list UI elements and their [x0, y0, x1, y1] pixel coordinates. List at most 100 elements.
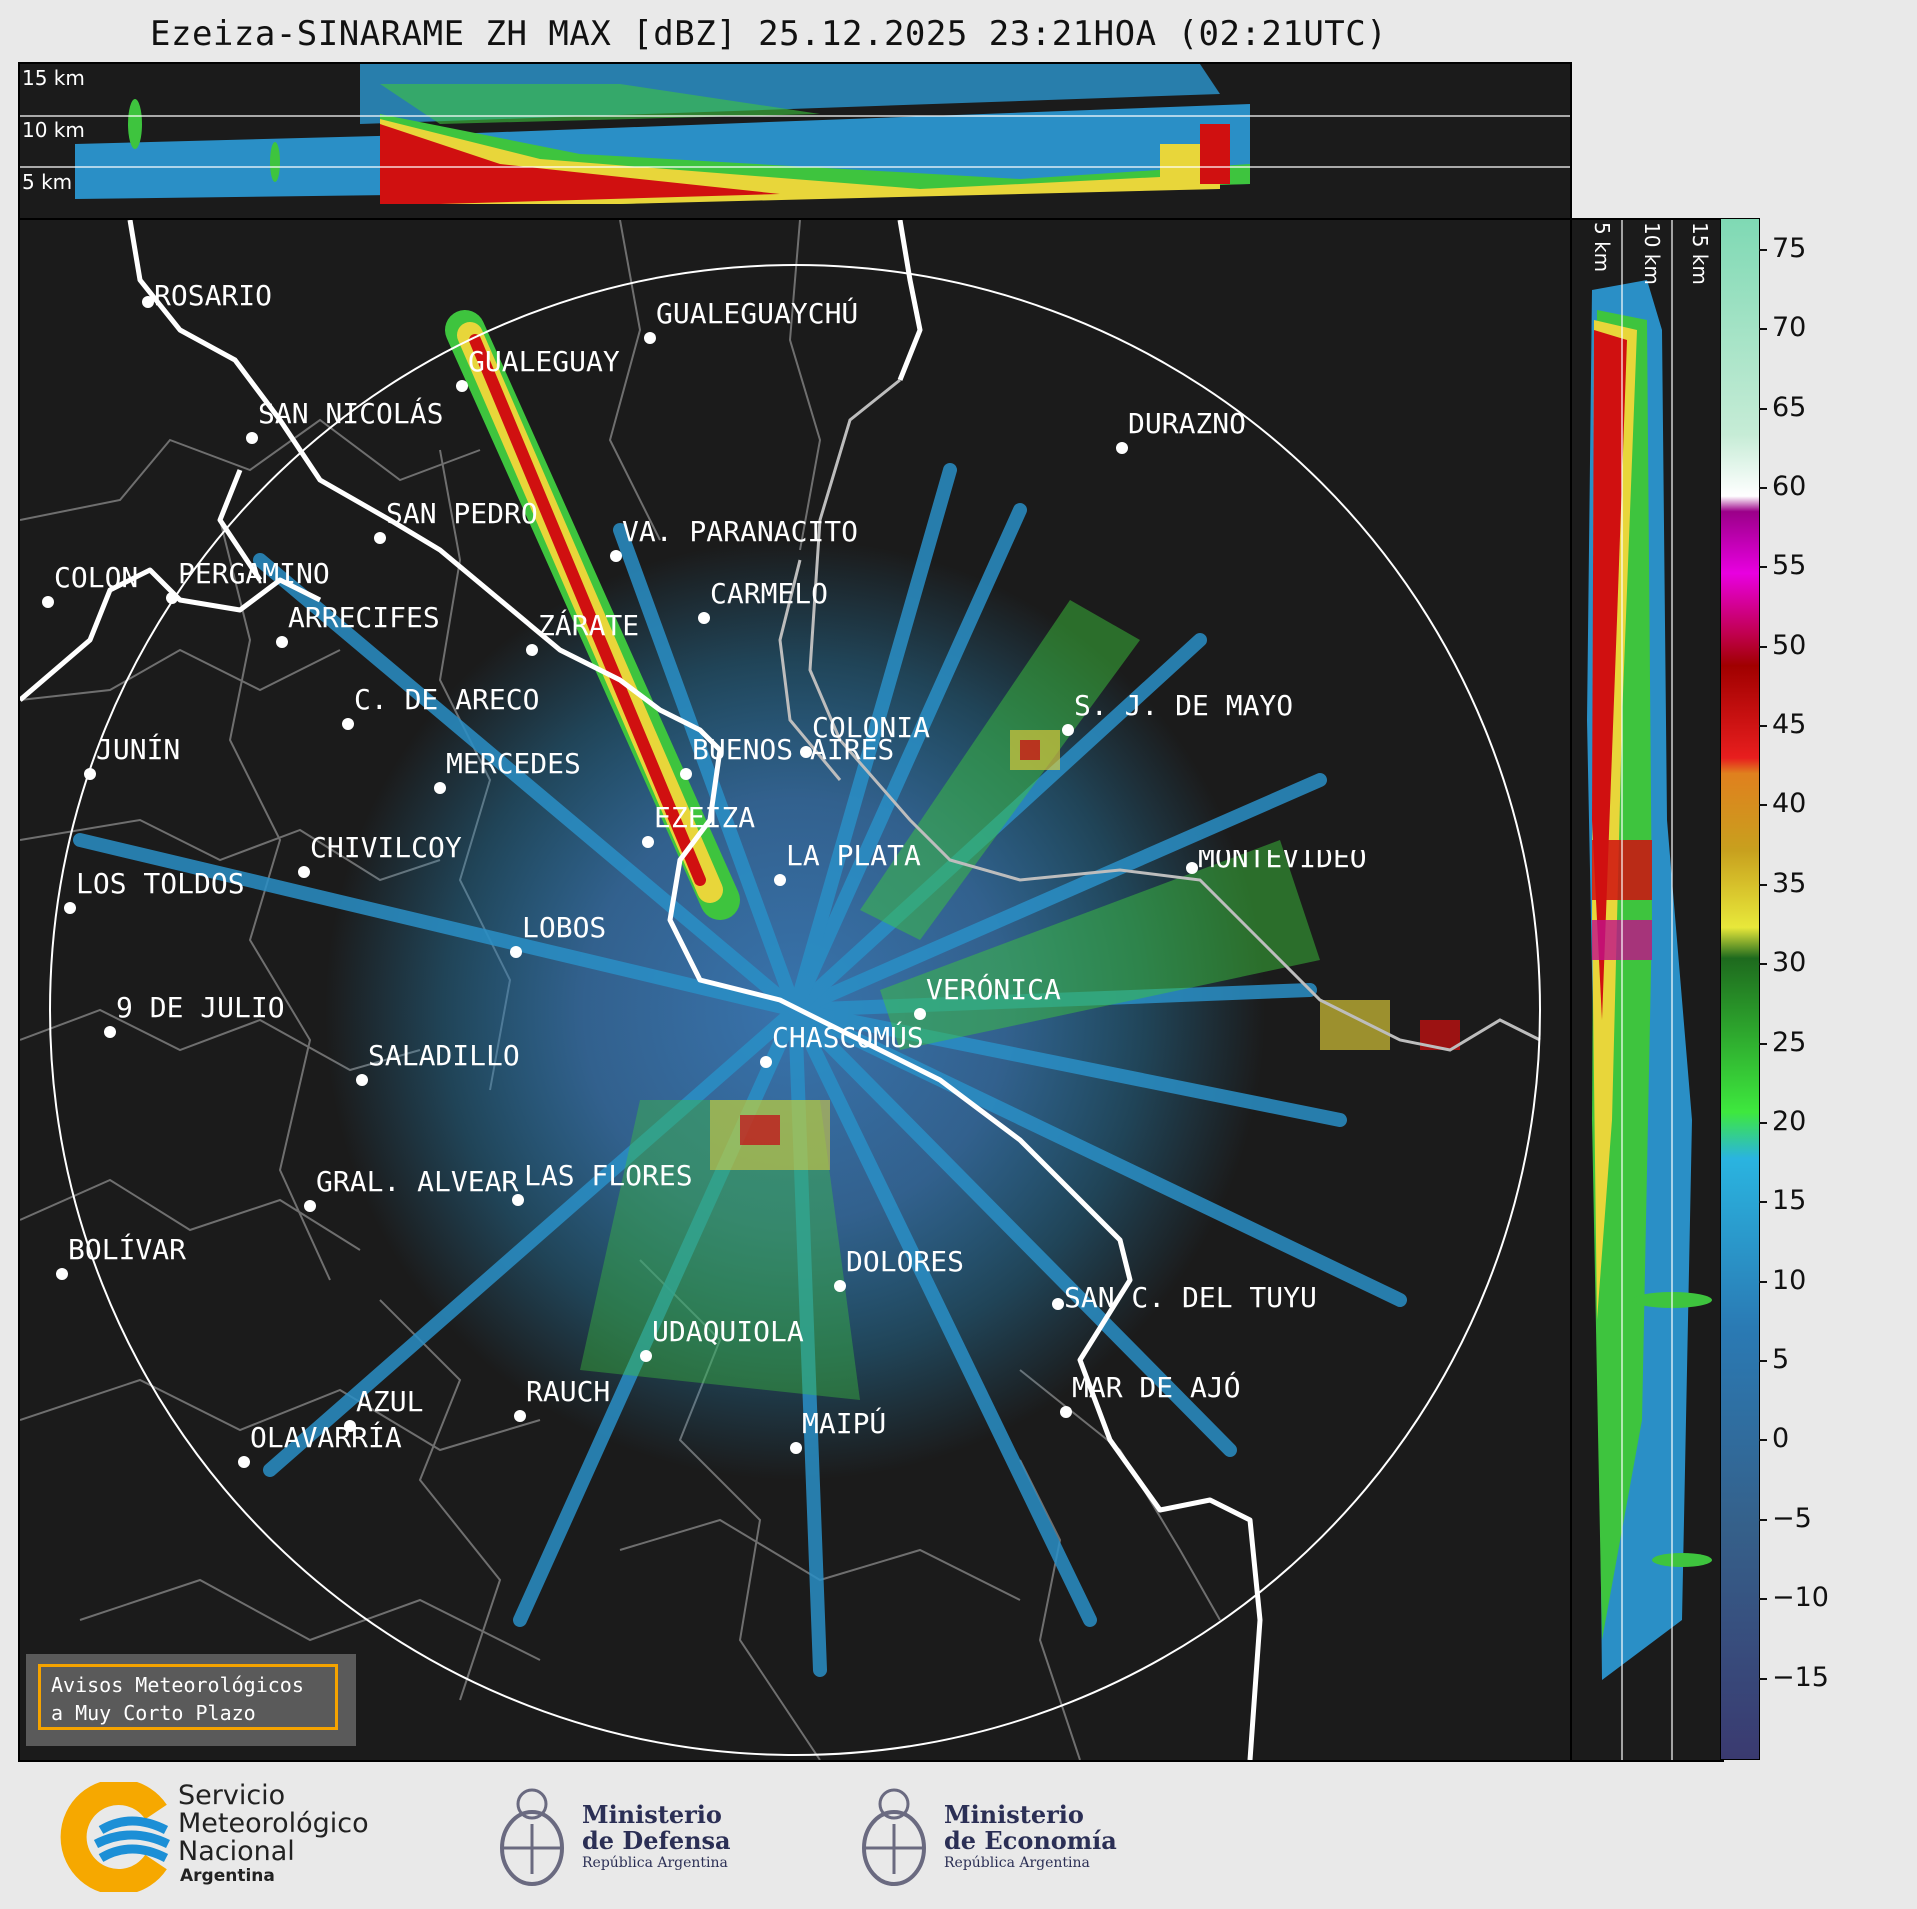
city-label: COLONIA: [812, 711, 931, 744]
city-montevideo: MONTEVIDEO: [1186, 850, 1568, 890]
ministerio-economia-logo: Ministerio de Economía República Argenti…: [856, 1774, 1126, 1894]
warning-line-2: a Muy Corto Plazo: [51, 1701, 256, 1725]
city-label: 9 DE JULIO: [116, 991, 285, 1024]
colorbar-tick-label: 5: [1772, 1344, 1790, 1376]
top-alt-label-5: 5 km: [22, 170, 73, 194]
city-label: MAR DE AJÓ: [1072, 1371, 1241, 1404]
argentina-coat-of-arms-icon: [862, 1788, 926, 1886]
city-label: SALADILLO: [368, 1039, 520, 1072]
colorbar-tick-label: 30: [1772, 947, 1807, 979]
city-label: RAUCH: [526, 1375, 611, 1408]
city-label: AZUL: [356, 1385, 424, 1418]
city-label: BOLÍVAR: [68, 1233, 187, 1266]
city-label: SAN NICOLÁS: [258, 397, 444, 430]
city-label: LOS TOLDOS: [76, 867, 245, 900]
smn-line-3: Nacional: [178, 1836, 295, 1867]
top-cross-section-panel: 15 km 10 km 5 km: [18, 62, 1572, 220]
warning-box[interactable]: Avisos Meteorológicos a Muy Corto Plazo: [26, 1654, 356, 1746]
colorbar: [1720, 218, 1760, 1760]
colorbar-tick-label: 0: [1772, 1423, 1790, 1455]
city-label: COLON: [54, 561, 139, 594]
top-alt-label-15: 15 km: [22, 66, 85, 90]
city-label: GUALEGUAYCHÚ: [656, 297, 859, 330]
ministerio-defensa-logo: Ministerio de Defensa República Argentin…: [494, 1774, 754, 1894]
city-label: LA PLATA: [786, 839, 921, 872]
smn-line-2: Meteorológico: [178, 1808, 369, 1839]
city-label: CHASCOMÚS: [772, 1021, 924, 1054]
smn-logo: Servicio Meteorológico Nacional Argentin…: [56, 1782, 386, 1892]
city-label: VERÓNICA: [926, 973, 1061, 1006]
defensa-line-1: Ministerio: [582, 1800, 722, 1829]
colorbar-tick-mark: [1759, 328, 1767, 331]
city-label: GRAL. ALVEAR: [316, 1165, 519, 1198]
colorbar-gradient: [1721, 219, 1759, 1759]
city-label: ARRECIFES: [288, 601, 440, 634]
side-alt-label-5: 5 km: [1590, 222, 1614, 273]
city-label: MERCEDES: [446, 747, 581, 780]
colorbar-tick-label: 50: [1772, 629, 1807, 661]
city-label: C. DE ARECO: [354, 683, 540, 716]
city-label: JUNÍN: [96, 733, 181, 766]
top-alt-label-10: 10 km: [22, 118, 85, 142]
city-label: ZÁRATE: [538, 609, 640, 642]
colorbar-tick-label: 55: [1772, 550, 1807, 582]
colorbar-tick-mark: [1759, 963, 1767, 966]
city-label: LAS FLORES: [524, 1159, 693, 1192]
city-label: EZEIZA: [654, 801, 756, 834]
city-label: BUENOS AIRES: [692, 733, 895, 766]
economia-line-3: República Argentina: [944, 1855, 1090, 1871]
city-label: MONTEVIDEO: [1198, 850, 1367, 874]
city-label: PERGAMINO: [178, 557, 330, 590]
colorbar-tick-mark: [1759, 1201, 1767, 1204]
city-label: SAN C. DEL TUYÚ: [1064, 1286, 1317, 1314]
warning-link[interactable]: Avisos Meteorológicos a Muy Corto Plazo: [38, 1664, 338, 1730]
colorbar-tick-label: 25: [1772, 1026, 1807, 1058]
colorbar-tick-mark: [1759, 645, 1767, 648]
colorbar-tick-label: 10: [1772, 1264, 1807, 1296]
argentina-coat-of-arms-icon: [500, 1788, 564, 1886]
city-label: SAN PEDRO: [386, 497, 538, 530]
economia-line-1: Ministerio: [944, 1800, 1084, 1829]
city-label: UDAQUIOLA: [652, 1315, 804, 1348]
side-alt-label-10: 10 km: [1640, 222, 1664, 285]
smn-logo-icon: [60, 1782, 170, 1892]
side-cross-section-panel: 5 km 10 km 15 km: [1570, 218, 1724, 1762]
defensa-line-2: de Defensa: [582, 1826, 731, 1855]
colorbar-tick-label: 20: [1772, 1105, 1807, 1137]
city-label: DURAZNO: [1128, 407, 1247, 440]
colorbar-tick-label: 75: [1772, 232, 1807, 264]
colorbar-tick-label: 15: [1772, 1185, 1807, 1217]
city-label: VA. PARANACITO: [622, 515, 859, 548]
colorbar-tick-mark: [1759, 1677, 1767, 1680]
city-label: CARMELO: [710, 577, 829, 610]
colorbar-tick-mark: [1759, 1598, 1767, 1601]
colorbar-tick-mark: [1759, 1518, 1767, 1521]
colorbar-tick-mark: [1759, 1360, 1767, 1363]
colorbar-tick-label: 70: [1772, 312, 1807, 344]
city-label: LOBOS: [522, 911, 607, 944]
city-san-c-del-tuyu: SAN C. DEL TUYÚ: [1052, 1286, 1570, 1326]
city-label: ROSARIO: [154, 279, 273, 312]
colorbar-tick-mark: [1759, 1042, 1767, 1045]
city-label: S. J. DE MAYO: [1074, 689, 1294, 722]
city-label: CHIVILCOY: [310, 831, 462, 864]
side-alt-label-15: 15 km: [1688, 222, 1712, 285]
colorbar-tick-label: 35: [1772, 867, 1807, 899]
colorbar-tick-label: 65: [1772, 391, 1807, 423]
chart-title: Ezeiza-SINARAME ZH MAX [dBZ] 25.12.2025 …: [150, 14, 1388, 54]
radar-map-graphic: [20, 220, 1541, 1760]
colorbar-tick-mark: [1759, 725, 1767, 728]
colorbar-tick-label: 45: [1772, 709, 1807, 741]
colorbar-tick-label: −5: [1772, 1502, 1812, 1534]
colorbar-tick-mark: [1759, 1280, 1767, 1283]
colorbar-tick-mark: [1759, 1439, 1767, 1442]
economia-line-2: de Economía: [944, 1826, 1117, 1855]
colorbar-tick-mark: [1759, 248, 1767, 251]
city-label: DOLORES: [846, 1245, 965, 1278]
colorbar-tick-label: −15: [1772, 1661, 1829, 1693]
top-cross-section-graphic: [20, 64, 1570, 204]
side-cross-section-graphic: [1587, 220, 1712, 1760]
city-label: OLAVARRÍA: [250, 1421, 402, 1454]
warning-line-1: Avisos Meteorológicos: [51, 1673, 304, 1697]
radar-map-panel: ROSARIO GUALEGUAYCHÚ GUALEGUAY SAN NICOL…: [18, 218, 1572, 1762]
